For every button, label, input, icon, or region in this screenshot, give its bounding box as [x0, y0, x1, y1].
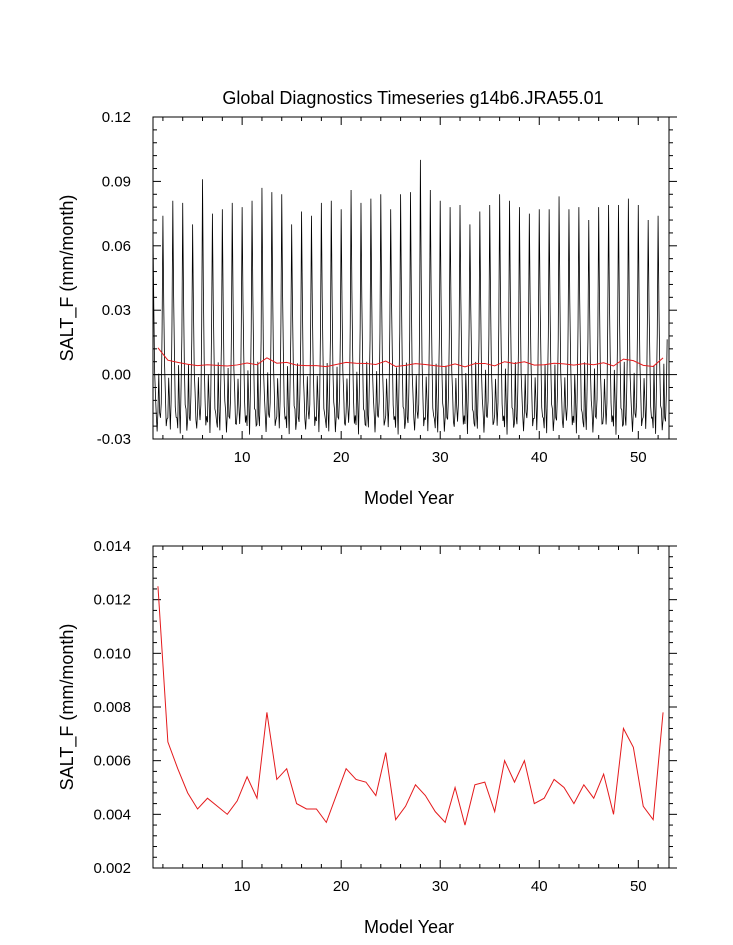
monthly-series-line	[153, 159, 668, 435]
y-tick-label: 0.00	[102, 367, 131, 384]
bottom-annual-mean-panel: 10 20 30 40 50 0.002 0.004 0.006 0.008 0.010 0.012…	[57, 538, 677, 937]
x-tick-label: 10	[234, 878, 251, 895]
plot-frame	[152, 545, 670, 869]
y-tick-label: 0.008	[93, 699, 131, 716]
top-timeseries-panel: 10 20 30 40 50 -0.03 0.00 0.03 0.06 0.09 0.12 Model…	[57, 109, 677, 508]
y-tick-label: 0.09	[102, 173, 131, 190]
x-tick-label: 30	[432, 449, 449, 466]
plot-area	[157, 586, 664, 826]
x-tick-label: 50	[630, 878, 647, 895]
y-axis-title: SALT_F (mm/month)	[57, 195, 78, 362]
plot-area	[153, 159, 669, 435]
x-tick-label: 20	[333, 449, 350, 466]
x-tick-label: 20	[333, 878, 350, 895]
x-tick-label: 10	[234, 449, 251, 466]
x-tick-label: 40	[531, 878, 548, 895]
annual-mean-line	[157, 586, 664, 826]
y-tick-label: 0.004	[93, 806, 131, 823]
y-tick-label: 0.006	[93, 753, 131, 770]
x-tick-label: 50	[630, 449, 647, 466]
figure-title: Global Diagnostics Timeseries g14b6.JRA5…	[222, 88, 603, 108]
x-axis-title: Model Year	[364, 917, 454, 937]
y-axis-title: SALT_F (mm/month)	[57, 624, 78, 791]
x-axis-title: Model Year	[364, 488, 454, 508]
y-tick-label: 0.014	[93, 538, 131, 555]
annual-mean-line	[157, 347, 664, 368]
y-tick-label: 0.012	[93, 592, 131, 609]
x-tick-label: 30	[432, 878, 449, 895]
y-tick-label: 0.002	[93, 860, 131, 877]
y-tick-label: 0.06	[102, 238, 131, 255]
y-tick-label: 0.010	[93, 645, 131, 662]
x-tick-label: 40	[531, 449, 548, 466]
y-tick-label: -0.03	[97, 431, 131, 448]
y-tick-label: 0.03	[102, 302, 131, 319]
plot-frame	[152, 116, 670, 440]
y-tick-label: 0.12	[102, 109, 131, 126]
